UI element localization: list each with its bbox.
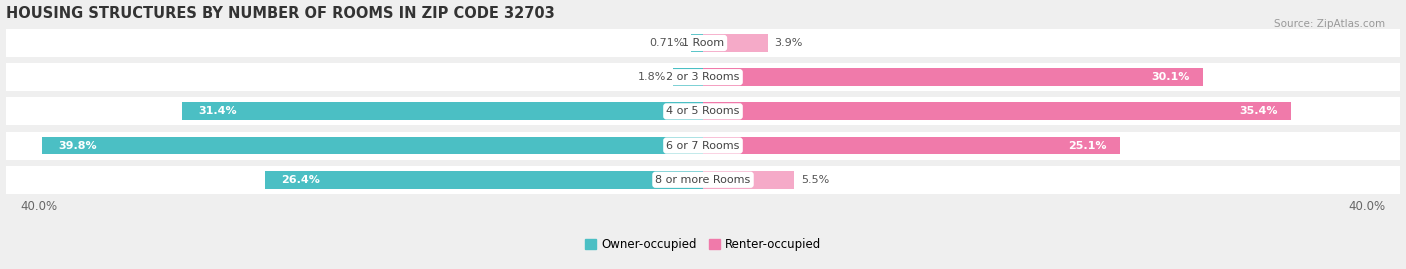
Text: 35.4%: 35.4% [1239,106,1278,116]
Text: HOUSING STRUCTURES BY NUMBER OF ROOMS IN ZIP CODE 32703: HOUSING STRUCTURES BY NUMBER OF ROOMS IN… [6,6,554,20]
Text: 39.8%: 39.8% [59,141,97,151]
Text: 1 Room: 1 Room [682,38,724,48]
Bar [703,137,1119,154]
Bar [703,171,794,189]
Text: 26.4%: 26.4% [281,175,321,185]
Bar [6,166,1400,194]
Text: 31.4%: 31.4% [198,106,236,116]
Text: 1.8%: 1.8% [638,72,666,82]
Text: 4 or 5 Rooms: 4 or 5 Rooms [666,106,740,116]
Text: 30.1%: 30.1% [1152,72,1189,82]
Bar [6,97,1400,125]
Bar [692,34,703,52]
Text: 3.9%: 3.9% [775,38,803,48]
Bar [6,29,1400,57]
Bar [703,102,1291,120]
Text: 2 or 3 Rooms: 2 or 3 Rooms [666,72,740,82]
Bar [42,137,703,154]
Text: 0.71%: 0.71% [650,38,685,48]
Text: Source: ZipAtlas.com: Source: ZipAtlas.com [1274,19,1385,29]
Text: 8 or more Rooms: 8 or more Rooms [655,175,751,185]
Bar [673,68,703,86]
Text: 5.5%: 5.5% [801,175,830,185]
Text: 25.1%: 25.1% [1069,141,1107,151]
Bar [703,34,768,52]
Legend: Owner-occupied, Renter-occupied: Owner-occupied, Renter-occupied [585,238,821,251]
Bar [6,132,1400,160]
Bar [264,171,703,189]
Bar [703,68,1204,86]
Text: 6 or 7 Rooms: 6 or 7 Rooms [666,141,740,151]
Bar [181,102,703,120]
Bar [6,63,1400,91]
